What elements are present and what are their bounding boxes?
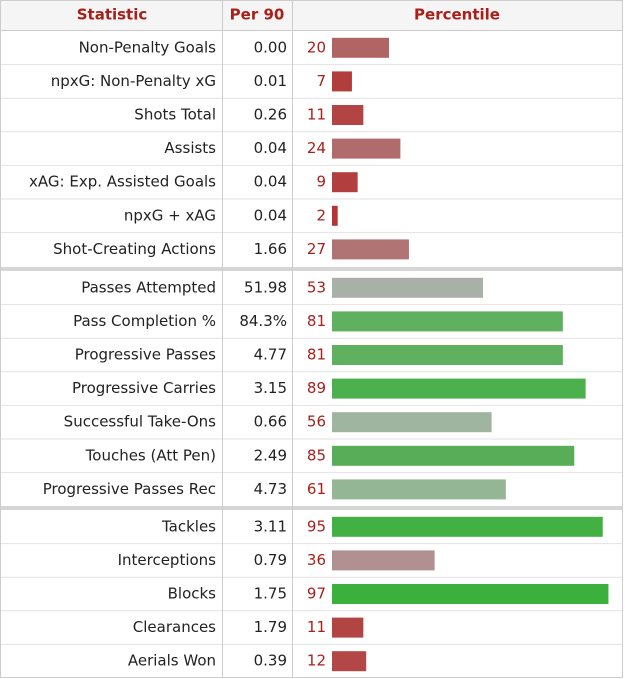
per90-value: 4.77 — [254, 346, 287, 364]
percentile-bar — [332, 37, 389, 58]
statistic-label: Tackles — [161, 517, 216, 535]
percentile-value: 7 — [316, 72, 326, 90]
per90-value: 1.66 — [254, 240, 287, 258]
statistic-label: xAG: Exp. Assisted Goals — [29, 173, 216, 191]
statistic-label: Clearances — [133, 618, 216, 636]
percentile-bar — [332, 311, 563, 332]
percentile-value: 53 — [307, 278, 326, 296]
per90-value: 0.01 — [254, 72, 287, 90]
per90-value: 0.26 — [254, 106, 287, 124]
percentile-bar — [332, 172, 358, 193]
per90-value: 0.00 — [254, 38, 287, 56]
statistic-label: Non-Penalty Goals — [79, 38, 217, 56]
per90-value: 3.11 — [254, 517, 287, 535]
percentile-value: 24 — [307, 139, 326, 157]
percentile-bar — [332, 71, 352, 92]
percentile-value: 11 — [307, 106, 326, 124]
statistic-label: Touches (Att Pen) — [85, 446, 216, 464]
header-background — [1, 1, 622, 30]
statistic-label: Progressive Passes — [75, 346, 216, 364]
statistic-label: Shot-Creating Actions — [53, 240, 216, 258]
header-per90: Per 90 — [230, 6, 285, 24]
group-separator — [1, 267, 622, 271]
percentile-value: 20 — [307, 38, 326, 56]
statistic-label: Progressive Carries — [72, 379, 216, 397]
percentile-value: 12 — [307, 652, 326, 670]
percentile-value: 36 — [307, 551, 326, 569]
percentile-value: 2 — [316, 206, 326, 224]
per90-value: 0.79 — [254, 551, 287, 569]
group-separator — [1, 506, 622, 510]
per90-value: 4.73 — [254, 480, 287, 498]
header-statistic: Statistic — [77, 6, 148, 24]
per90-value: 0.39 — [254, 652, 287, 670]
per90-value: 3.15 — [254, 379, 287, 397]
statistic-label: npxG + xAG — [124, 206, 216, 224]
percentile-value: 11 — [307, 618, 326, 636]
statistic-label: Blocks — [168, 585, 217, 603]
percentile-bar — [332, 239, 409, 260]
percentile-value: 56 — [307, 413, 326, 431]
per90-value: 2.49 — [254, 446, 287, 464]
percentile-bar — [332, 651, 367, 672]
per90-value: 0.66 — [254, 413, 287, 431]
percentile-bar — [332, 345, 563, 365]
percentile-bar — [332, 584, 609, 604]
percentile-value: 27 — [307, 240, 326, 258]
percentile-bar — [332, 105, 364, 125]
header-percentile: Percentile — [414, 6, 500, 24]
percentile-bar — [332, 550, 435, 571]
statistic-label: Successful Take-Ons — [64, 413, 216, 431]
percentile-bar — [332, 378, 586, 399]
percentile-bar — [332, 277, 484, 298]
percentile-value: 95 — [307, 517, 326, 535]
percentile-value: 97 — [307, 585, 326, 603]
statistic-label: Assists — [164, 139, 216, 157]
per90-value: 51.98 — [244, 278, 287, 296]
statistic-label: Interceptions — [118, 551, 217, 569]
percentile-bar — [332, 412, 492, 433]
per90-value: 84.3% — [239, 312, 287, 330]
percentile-value: 81 — [307, 346, 326, 364]
percentile-bar — [332, 205, 338, 226]
percentile-value: 9 — [316, 173, 326, 191]
per90-value: 1.75 — [254, 585, 287, 603]
percentile-bar — [332, 479, 506, 500]
percentile-value: 85 — [307, 446, 326, 464]
statistic-label: Shots Total — [134, 106, 216, 124]
statistic-label: Progressive Passes Rec — [43, 480, 216, 498]
percentile-bar — [332, 516, 603, 537]
percentile-value: 61 — [307, 480, 326, 498]
percentile-bar — [332, 445, 575, 466]
per90-value: 0.04 — [254, 139, 287, 157]
statistic-label: npxG: Non-Penalty xG — [51, 72, 216, 90]
statistic-label: Aerials Won — [128, 652, 216, 670]
statistic-label: Pass Completion % — [73, 312, 216, 330]
statistic-label: Passes Attempted — [81, 278, 216, 296]
per90-value: 0.04 — [254, 173, 287, 191]
percentile-bar — [332, 138, 401, 159]
percentile-value: 81 — [307, 312, 326, 330]
percentile-value: 89 — [307, 379, 326, 397]
per90-value: 1.79 — [254, 618, 287, 636]
percentile-bar — [332, 617, 364, 638]
per90-value: 0.04 — [254, 206, 287, 224]
